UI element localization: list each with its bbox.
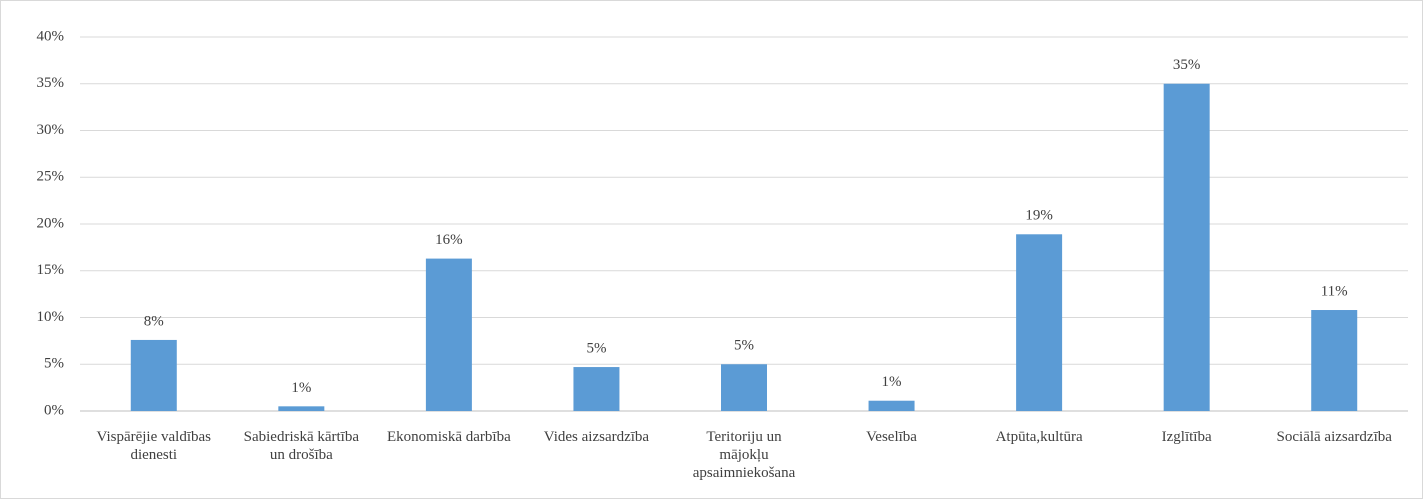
y-tick-label: 30% xyxy=(37,122,65,138)
x-tick-label: Vispārējie valdības dienesti xyxy=(96,429,211,463)
data-label: 5% xyxy=(586,340,606,356)
x-tick-label: Sabiedriskā kārtība un drošība xyxy=(243,429,360,463)
y-tick-label: 25% xyxy=(37,169,65,185)
x-tick-label: Izglītība xyxy=(1161,429,1212,445)
x-tick-label: Teritoriju un mājokļu apsaimniekošana xyxy=(692,429,796,481)
y-tick-label: 20% xyxy=(37,215,65,231)
bar xyxy=(1163,83,1210,411)
bar xyxy=(1016,234,1063,411)
y-tick-label: 0% xyxy=(44,402,64,418)
bar xyxy=(721,364,767,411)
bar xyxy=(1311,310,1358,411)
y-tick-label: 35% xyxy=(37,75,65,91)
bar xyxy=(868,400,915,411)
data-label: 1% xyxy=(291,380,311,396)
bar xyxy=(573,367,620,411)
data-label: 16% xyxy=(435,232,463,248)
bar xyxy=(278,406,325,411)
data-label: 19% xyxy=(1025,208,1053,224)
data-label: 1% xyxy=(882,374,902,390)
bar xyxy=(425,258,472,411)
y-tick-label: 15% xyxy=(37,262,65,278)
x-tick-label: Ekonomiskā darbība xyxy=(387,429,511,445)
data-label: 35% xyxy=(1173,57,1201,73)
x-tick-label: Sociālā aizsardzība xyxy=(1276,429,1392,445)
y-tick-label: 5% xyxy=(44,356,64,372)
x-tick-label: Vides aizsardzība xyxy=(543,429,650,445)
x-tick-label: Veselība xyxy=(866,429,917,445)
bar xyxy=(130,339,177,411)
y-tick-label: 40% xyxy=(37,28,65,44)
data-label: 11% xyxy=(1321,283,1348,299)
data-label: 5% xyxy=(734,338,754,354)
y-tick-label: 10% xyxy=(37,309,65,325)
x-tick-label: Atpūta,kultūra xyxy=(995,429,1083,445)
data-label: 8% xyxy=(144,313,164,329)
